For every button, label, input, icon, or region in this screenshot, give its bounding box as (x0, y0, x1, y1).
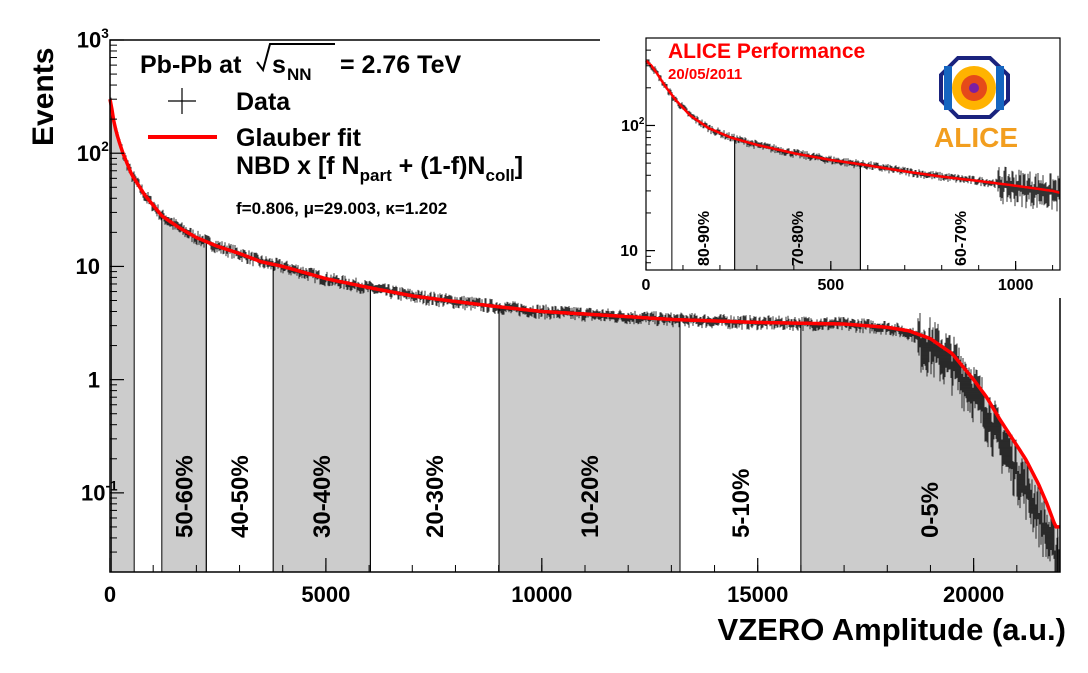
inset-panel: 80-90% 70-80% 60-70% 0 500 1000 10 102 ALICE P… (600, 28, 1088, 298)
alice-logo: ALICE (934, 56, 1018, 153)
main-bin-shade-3 (273, 264, 371, 572)
inset-bin-label-2: 60-70% (953, 211, 970, 266)
formula-d: coll (485, 166, 514, 185)
legend-header-main: Pb-Pb at (140, 51, 242, 79)
main-x-tick-label-1: 5000 (301, 582, 350, 607)
inset-bin-label-1: 70-80% (790, 211, 807, 266)
inset-plot-frame (645, 37, 1061, 271)
inset-y-tick-label-0: 10 (620, 243, 638, 260)
main-y-axis-title: Events (27, 48, 60, 146)
sqrt-symbol (256, 43, 335, 73)
formula-e: ] (515, 152, 523, 180)
main-bin-shade-5 (499, 306, 680, 572)
main-x-tick-label-4: 20000 (943, 582, 1004, 607)
alice-logo-bar-left (944, 66, 952, 110)
main-y-tick-label-2: 10 (76, 254, 100, 279)
main-bin-shade-7 (800, 323, 1058, 572)
main-y-tick-label-3: 102 (77, 139, 109, 166)
main-bin-shade-0 (111, 105, 135, 573)
alice-logo-octagon (939, 56, 1010, 119)
alice-logo-text: ALICE (934, 122, 1018, 153)
main-y-tick-label-1: 1 (88, 367, 100, 392)
main-bin-label-6: 5-10% (728, 469, 755, 538)
legend-header-energy: = 2.76 TeV (340, 51, 461, 79)
main-bin-label-1: 50-60% (171, 455, 198, 538)
formula-b: part (360, 166, 392, 185)
legend-fit-formula: NBD x [f Npart + (1-f)Ncoll] (236, 152, 523, 185)
inset-series (645, 59, 1061, 212)
main-fit-curve (108, 98, 1060, 529)
inset-x-tick-label-2: 1000 (998, 277, 1034, 294)
inset-centrality-bands (671, 95, 1061, 270)
alice-logo-center (969, 83, 979, 93)
main-legend: Pb-Pb at s NN = 2.76 TeV Data Glauber fi… (140, 43, 523, 218)
legend-fit-label: Glauber fit (236, 124, 362, 152)
legend-params: f=0.806, μ=29.003, κ=1.202 (236, 199, 447, 218)
inset-title: ALICE Performance (668, 40, 865, 63)
main-bin-label-2: 40-50% (227, 455, 254, 538)
main-x-tick-label-3: 15000 (727, 582, 788, 607)
main-centrality-bands (110, 105, 1059, 573)
main-bin-shade-1 (161, 215, 207, 573)
inset-x-tick-label-1: 500 (817, 277, 844, 294)
inset-bin-shade-1 (734, 138, 861, 270)
main-bin-label-4: 20-30% (422, 455, 449, 538)
main-bin-labels: 50-60% 40-50% 30-40% 20-30% 10-20% 5-10% 0-5% (171, 455, 943, 538)
main-bin-label-3: 30-40% (309, 455, 336, 538)
inset-bin-labels: 80-90% 70-80% 60-70% (696, 211, 970, 266)
main-bin-label-7: 0-5% (917, 482, 944, 538)
legend-sqrt-s: s (272, 51, 286, 79)
inset-bin-label-0: 80-90% (696, 211, 713, 266)
inset-y-tick-label-1: 102 (621, 116, 645, 135)
legend-sqrt-sub: NN (287, 65, 312, 84)
inset-axes: 0 500 1000 10 102 (620, 37, 1054, 294)
main-panel: 50-60% 40-50% 30-40% 20-30% 10-20% 5-10% 0-5% … (27, 26, 1066, 647)
main-y-tick-label-4: 103 (77, 26, 109, 53)
main-bin-label-5: 10-20% (577, 455, 604, 538)
main-x-axis-title: VZERO Amplitude (a.u.) (718, 612, 1066, 647)
inset-fit-curve (645, 59, 1061, 194)
main-y-tick-label-0: 10-1 (81, 479, 118, 506)
formula-a: NBD x [f N (236, 152, 360, 180)
legend-data-label: Data (236, 88, 291, 116)
formula-c: + (1-f)N (392, 152, 486, 180)
inset-date: 20/05/2011 (668, 66, 742, 83)
inset-x-tick-label-0: 0 (642, 277, 651, 294)
main-x-tick-label-2: 10000 (511, 582, 572, 607)
alice-logo-bar-right (996, 66, 1004, 110)
main-x-tick-label-0: 0 (104, 582, 116, 607)
legend-header: Pb-Pb at (140, 51, 242, 79)
